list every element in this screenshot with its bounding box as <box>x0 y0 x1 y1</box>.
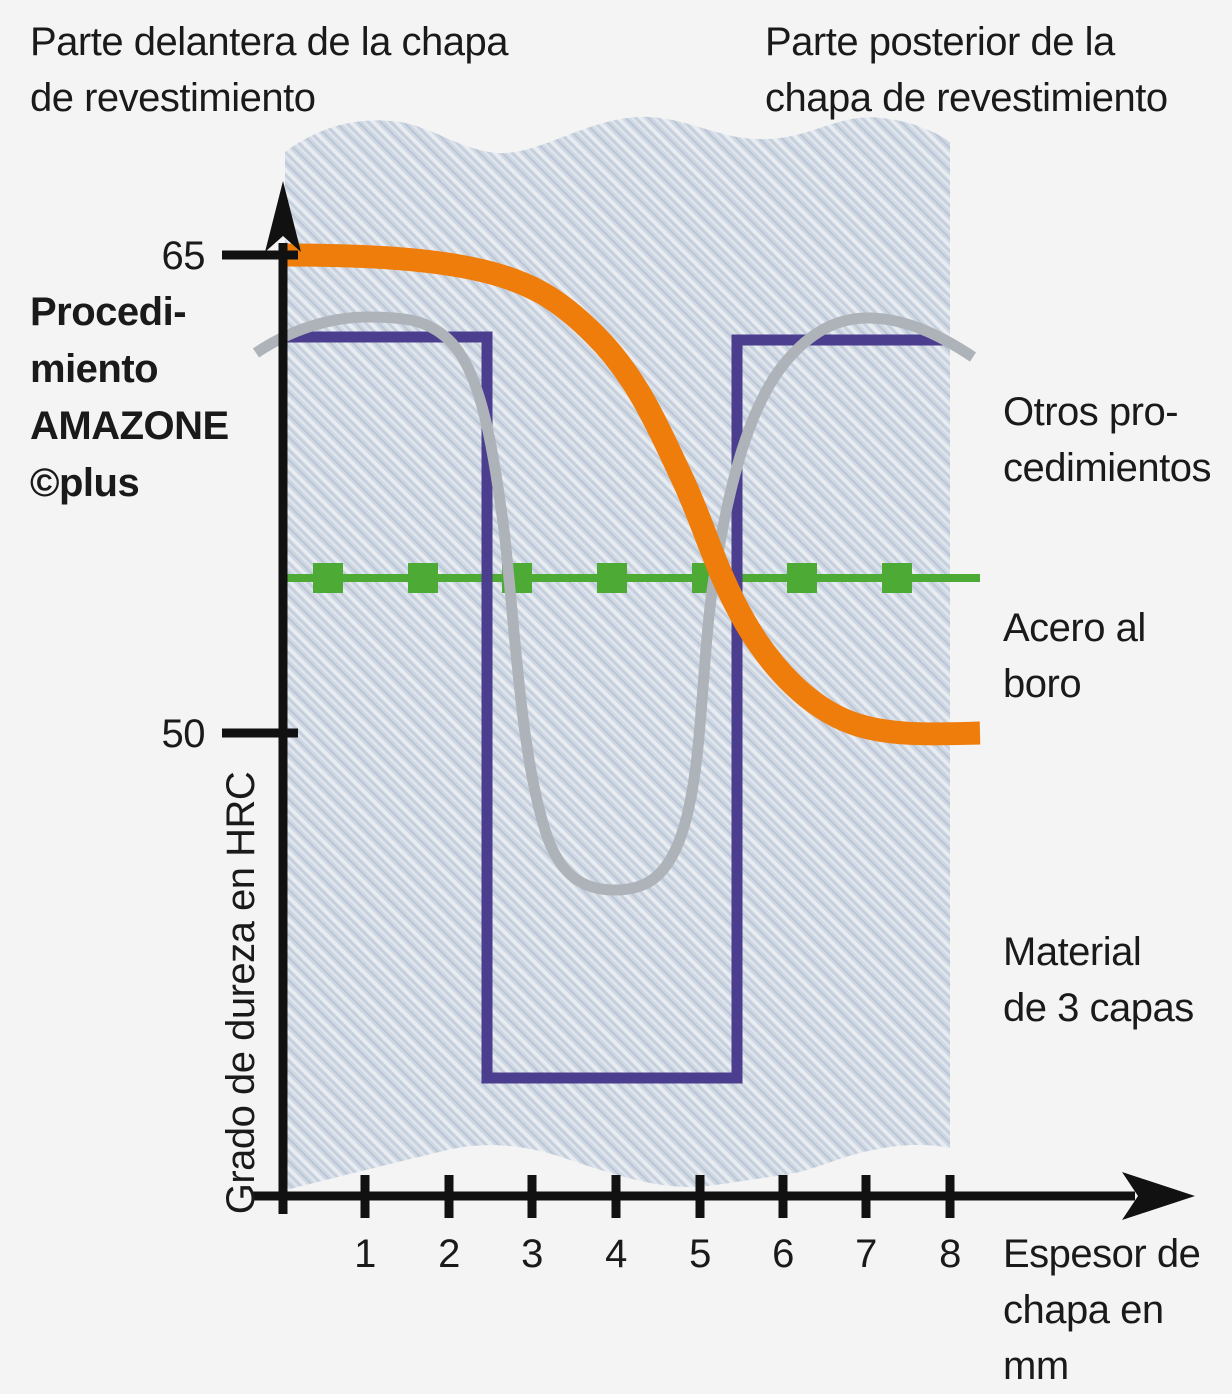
caption-back-side: Parte posterior de la chapa de revestimi… <box>765 20 1168 120</box>
y-axis-title: Grado de dureza en HRC <box>219 771 263 1215</box>
legend-material-3-capas: Material de 3 capas <box>1003 930 1194 1030</box>
x-tick-label-6: 6 <box>772 1232 794 1276</box>
series-amazone-plus <box>282 243 981 746</box>
x-tick-label-3: 3 <box>521 1232 543 1276</box>
legend-amazone-plus: Procedi- miento AMAZONE ©plus <box>30 290 229 505</box>
x-tick-label-8: 8 <box>939 1232 961 1276</box>
caption-front-side: Parte delantera de la chapa de revestimi… <box>30 20 508 120</box>
axes <box>222 243 1135 1218</box>
x-tick-label-4: 4 <box>605 1232 627 1276</box>
figure: Parte delantera de la chapa de revestimi… <box>30 20 1211 1388</box>
y-tick-label-65: 65 <box>161 234 206 278</box>
x-tick-label-2: 2 <box>438 1232 460 1276</box>
legend-acero-al-boro: Acero al boro <box>1003 606 1146 706</box>
legend-otros-procedimientos: Otros pro- cedimientos <box>1003 390 1211 490</box>
y-axis-arrow-icon <box>265 181 301 252</box>
y-tick-label-50: 50 <box>161 712 206 756</box>
sheet-band <box>285 116 950 1192</box>
chart-canvas <box>222 116 1195 1220</box>
x-tick-label-1: 1 <box>354 1232 376 1276</box>
x-tick-label-5: 5 <box>689 1232 711 1276</box>
series-otros-procedimientos <box>252 311 977 896</box>
x-axis-arrow-icon <box>1122 1172 1195 1220</box>
x-tick-label-7: 7 <box>855 1232 877 1276</box>
x-axis-title: Espesor de chapa en mm <box>1003 1232 1201 1388</box>
